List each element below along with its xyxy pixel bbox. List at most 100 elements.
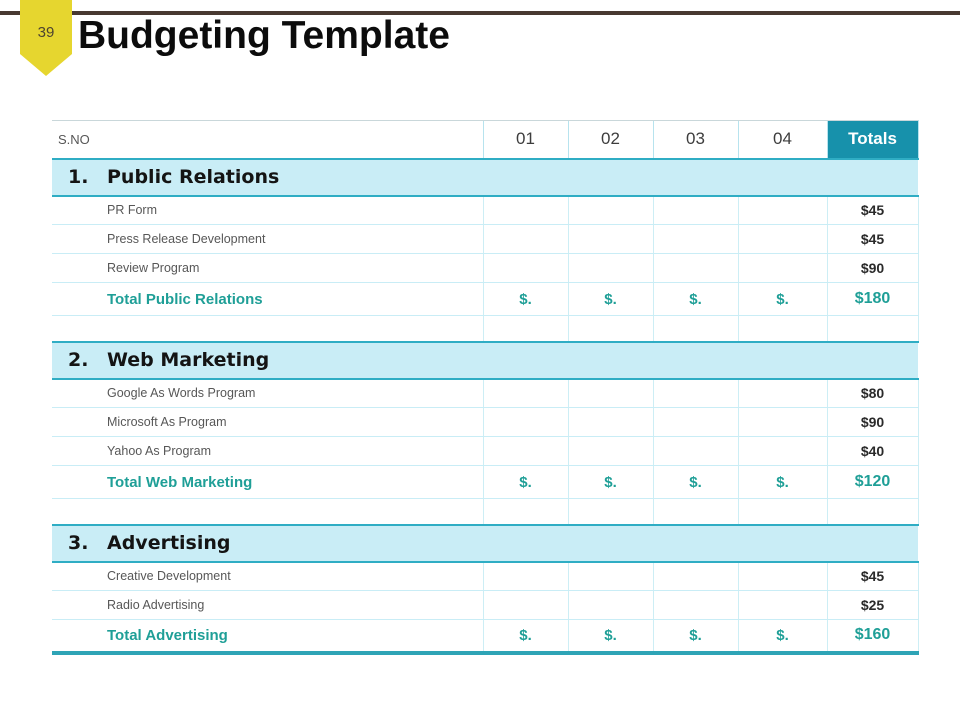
month-cell [567, 436, 653, 466]
column-header-03: 03 [652, 120, 738, 159]
table-row: Microsoft As Program $90 [52, 407, 919, 437]
month-cell [567, 590, 653, 620]
month-cell [652, 561, 738, 591]
month-cell [652, 224, 738, 254]
section-header-cell: 2. Web Marketing [52, 340, 918, 380]
table-row: Creative Development $45 [52, 561, 919, 591]
month-total-placeholder: $. [652, 619, 738, 655]
month-cell [652, 253, 738, 283]
table-row: PR Form $45 [52, 195, 919, 225]
spacer-row [52, 315, 919, 342]
section-total-value: $160 [826, 619, 919, 655]
month-total-placeholder: $. [567, 465, 653, 499]
slide-title: Budgeting Template [78, 14, 450, 57]
month-cell [482, 407, 568, 437]
month-cell [652, 378, 738, 408]
month-cell [567, 378, 653, 408]
month-cell [737, 561, 827, 591]
section-total-label: Total Public Relations [52, 282, 483, 316]
table-row: Radio Advertising $25 [52, 590, 919, 620]
table-row: Yahoo As Program $40 [52, 436, 919, 466]
month-cell [737, 590, 827, 620]
month-total-placeholder: $. [567, 619, 653, 655]
header-accent-line [0, 11, 960, 15]
spacer-row [52, 498, 919, 525]
month-total-placeholder: $. [482, 282, 568, 316]
month-cell [567, 195, 653, 225]
section-header-row-public-relations: 1. Public Relations [52, 157, 918, 197]
month-cell [737, 253, 827, 283]
month-total-placeholder: $. [652, 282, 738, 316]
table-row: Google As Words Program $80 [52, 378, 919, 408]
month-cell [737, 436, 827, 466]
section-total-row: Total Public Relations $. $. $. $. $180 [52, 282, 919, 316]
month-cell [737, 195, 827, 225]
item-label: Press Release Development [52, 224, 483, 254]
item-total: $80 [826, 378, 919, 408]
month-cell [482, 224, 568, 254]
item-label: Google As Words Program [52, 378, 483, 408]
section-header-row-web-marketing: 2. Web Marketing [52, 340, 918, 380]
budget-table: S.NO 01 02 03 04 Totals 1. Public Relatio… [52, 120, 919, 655]
section-total-value: $120 [826, 465, 919, 499]
column-header-totals: Totals [826, 120, 919, 159]
month-cell [482, 378, 568, 408]
month-cell [567, 561, 653, 591]
column-header-01: 01 [482, 120, 568, 159]
month-total-placeholder: $. [737, 465, 827, 499]
column-header-04: 04 [737, 120, 827, 159]
section-header-cell: 3. Advertising [52, 523, 918, 563]
item-total: $90 [826, 407, 919, 437]
item-label: Review Program [52, 253, 483, 283]
section-total-value: $180 [826, 282, 919, 316]
column-header-02: 02 [567, 120, 653, 159]
month-cell [482, 436, 568, 466]
budget-table-container: S.NO 01 02 03 04 Totals 1. Public Relatio… [52, 120, 919, 655]
month-total-placeholder: $. [482, 465, 568, 499]
month-total-placeholder: $. [482, 619, 568, 655]
section-name: Public Relations [107, 166, 280, 188]
month-cell [737, 224, 827, 254]
section-name: Web Marketing [107, 349, 270, 371]
page-number-badge: 39 [20, 0, 72, 76]
item-label: Yahoo As Program [52, 436, 483, 466]
month-cell [482, 590, 568, 620]
column-header-sno: S.NO [52, 120, 483, 159]
month-cell [482, 561, 568, 591]
month-total-placeholder: $. [567, 282, 653, 316]
item-total: $90 [826, 253, 919, 283]
section-name: Advertising [107, 532, 231, 554]
item-label: PR Form [52, 195, 483, 225]
month-cell [567, 407, 653, 437]
item-total: $40 [826, 436, 919, 466]
month-total-placeholder: $. [737, 619, 827, 655]
table-row: Review Program $90 [52, 253, 919, 283]
month-cell [567, 224, 653, 254]
item-total: $45 [826, 224, 919, 254]
month-cell [652, 407, 738, 437]
section-header-cell: 1. Public Relations [52, 157, 918, 197]
page-number: 39 [37, 24, 55, 41]
section-number: 1. [68, 166, 89, 188]
item-label: Creative Development [52, 561, 483, 591]
section-total-label: Total Web Marketing [52, 465, 483, 499]
month-cell [567, 253, 653, 283]
item-label: Microsoft As Program [52, 407, 483, 437]
item-total: $25 [826, 590, 919, 620]
month-cell [482, 253, 568, 283]
section-number: 3. [68, 532, 89, 554]
month-total-placeholder: $. [652, 465, 738, 499]
item-total: $45 [826, 195, 919, 225]
section-total-row: Total Web Marketing $. $. $. $. $120 [52, 465, 919, 499]
table-row: Press Release Development $45 [52, 224, 919, 254]
section-total-label: Total Advertising [52, 619, 483, 655]
section-header-row-advertising: 3. Advertising [52, 523, 918, 563]
table-header-row: S.NO 01 02 03 04 Totals [52, 120, 919, 159]
month-cell [737, 407, 827, 437]
month-cell [652, 590, 738, 620]
month-cell [652, 195, 738, 225]
item-total: $45 [826, 561, 919, 591]
month-cell [482, 195, 568, 225]
month-cell [652, 436, 738, 466]
section-number: 2. [68, 349, 89, 371]
